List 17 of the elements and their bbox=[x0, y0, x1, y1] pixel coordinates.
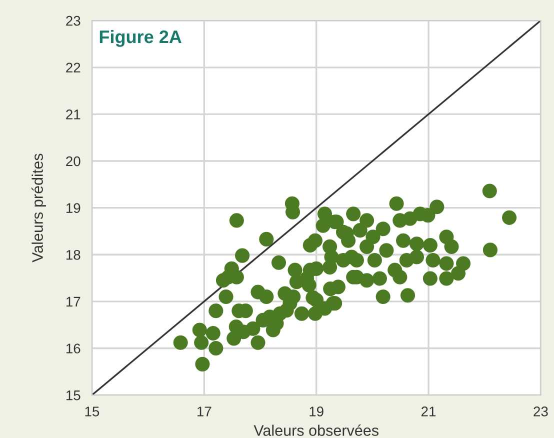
x-tick-label: 19 bbox=[310, 406, 324, 416]
x-tick-label: 21 bbox=[421, 406, 436, 416]
x-tick-label: 17 bbox=[197, 406, 212, 416]
y-tick-label: 17 bbox=[66, 296, 80, 306]
y-tick-label: 18 bbox=[66, 250, 80, 260]
y-tick-label: 22 bbox=[66, 62, 80, 72]
y-tick-label: 20 bbox=[66, 156, 80, 166]
x-tick-label: 15 bbox=[85, 406, 100, 416]
x-tick-label: 23 bbox=[534, 406, 548, 416]
y-tick-label: 19 bbox=[66, 203, 80, 213]
y-tick-label: 15 bbox=[66, 390, 80, 400]
x-axis-title: Valeurs observées bbox=[254, 424, 378, 436]
y-axis-title: Valeurs prédites bbox=[32, 154, 46, 262]
y-tick-label: 23 bbox=[66, 16, 80, 26]
chart-title: Figure 2A bbox=[100, 30, 182, 47]
y-tick-label: 21 bbox=[66, 110, 80, 120]
y-tick-label: 16 bbox=[66, 344, 80, 354]
